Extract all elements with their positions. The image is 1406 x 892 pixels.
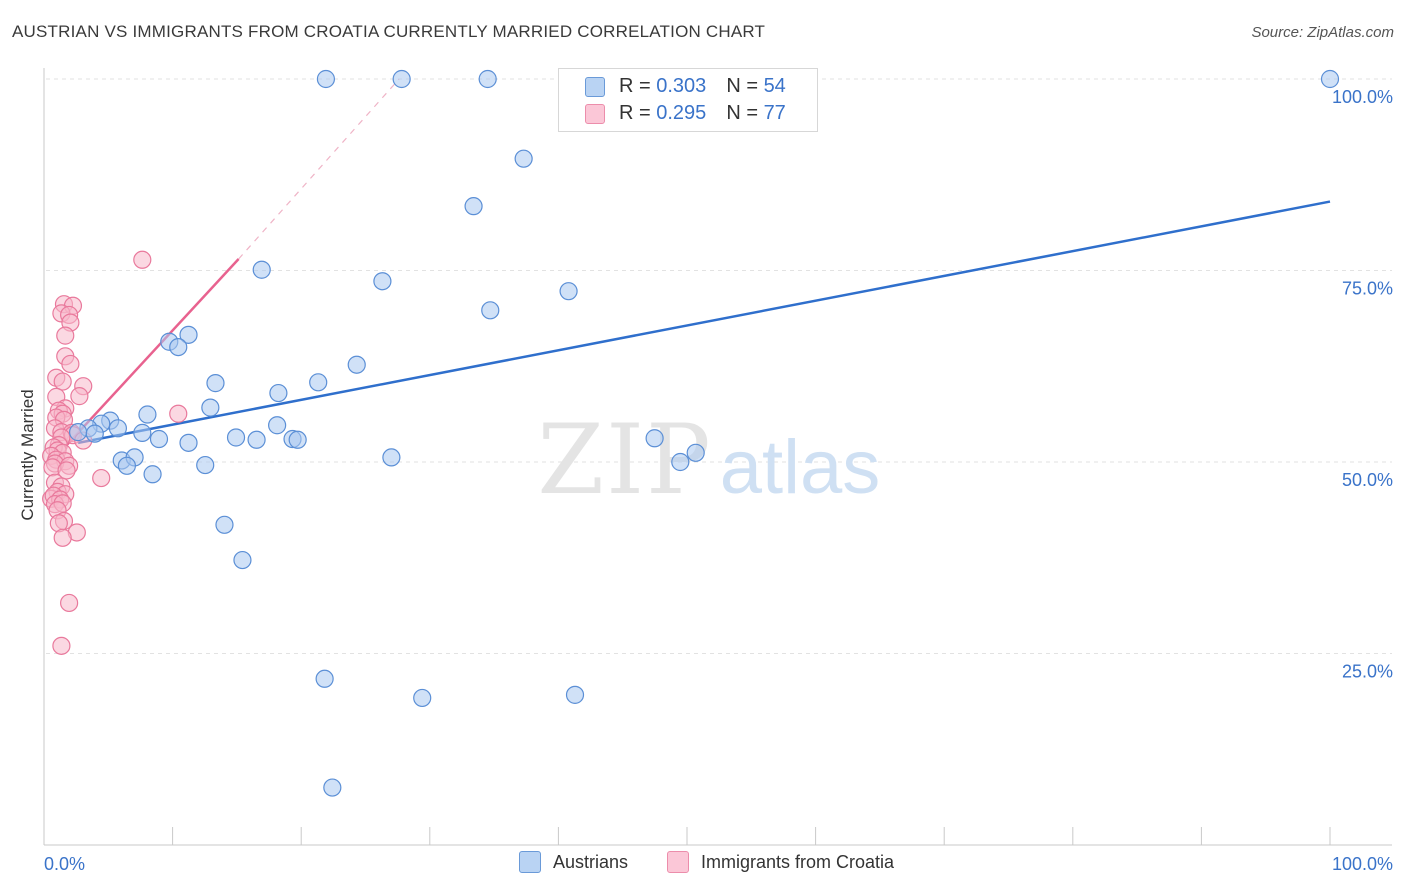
legend-r-value: 0.295 <box>656 102 707 124</box>
austrian-point <box>559 282 578 301</box>
watermark: ZIP atlas <box>537 404 880 516</box>
austrian-point <box>514 149 533 168</box>
stats-legend: R = 0.303 N = 54 R = 0.295 N = 77 <box>558 68 818 132</box>
data-points <box>42 69 1340 797</box>
croatia-point <box>60 593 79 613</box>
austrian-point <box>478 69 497 89</box>
austrian-point <box>382 448 401 467</box>
legend-n-label: N = <box>726 102 758 124</box>
austrian-point <box>316 69 336 89</box>
axes <box>43 68 1392 846</box>
austrian-point <box>201 398 220 417</box>
austrian-point <box>68 423 88 442</box>
croatia-point <box>53 528 72 547</box>
austrian-point <box>565 685 585 704</box>
austrian-point <box>392 69 411 89</box>
croatia-trend-line <box>64 258 240 448</box>
y-tick-label: 50.0% <box>1342 470 1393 490</box>
austrian-point <box>252 260 271 279</box>
croatia-point <box>56 326 75 345</box>
chart-title: AUSTRIAN VS IMMIGRANTS FROM CROATIA CURR… <box>12 22 766 41</box>
legend-n-value: 54 <box>763 75 786 97</box>
austrian-point <box>85 424 104 443</box>
austrian-point <box>143 465 162 484</box>
legend-swatch-pink <box>585 103 605 124</box>
legend-label-austrians: Austrians <box>553 851 629 872</box>
austrian-point <box>373 272 392 291</box>
legend-r-label: R = <box>619 102 651 124</box>
legend-r-value: 0.303 <box>656 75 707 97</box>
legend-n-label: N = <box>726 75 758 97</box>
croatia-point <box>57 461 76 480</box>
austrian-point <box>247 430 266 449</box>
croatia-point <box>169 404 188 423</box>
croatia-point <box>52 636 71 655</box>
croatia-point <box>61 354 80 374</box>
austrian-point <box>481 301 500 320</box>
austrian-point <box>215 515 234 534</box>
austrian-point <box>206 374 225 393</box>
legend-swatch-blue <box>585 76 605 97</box>
austrian-point <box>309 373 328 392</box>
austrian-point <box>671 452 690 472</box>
austrian-point <box>133 423 152 442</box>
austrian-point <box>149 429 169 449</box>
austrian-point <box>269 383 288 403</box>
legend-row-austrians: R = 0.303 N = 54 <box>585 75 786 98</box>
y-tick-label: 25.0% <box>1342 662 1393 682</box>
x-tick-label: 0.0% <box>44 854 85 874</box>
austrian-point <box>323 778 342 797</box>
croatia-trend-extension <box>238 78 400 260</box>
legend-item-croatia: Immigrants from Croatia <box>667 851 894 873</box>
y-tick-label: 100.0% <box>1332 87 1393 107</box>
legend-n-value: 77 <box>763 102 786 124</box>
legend-label-croatia: Immigrants from Croatia <box>701 851 895 872</box>
legend-row-croatia: R = 0.295 N = 77 <box>585 102 786 125</box>
austrian-point <box>108 419 128 438</box>
austrian-point <box>288 430 307 449</box>
austrian-point <box>179 325 198 344</box>
austrian-point <box>138 405 157 424</box>
austrian-point <box>464 197 483 216</box>
austrian-point <box>226 428 246 447</box>
austrian-point <box>268 416 287 435</box>
austrian-point <box>686 443 705 462</box>
austrian-point <box>117 456 136 475</box>
y-tick-label: 75.0% <box>1342 279 1393 299</box>
x-tick-label: 100.0% <box>1332 854 1393 874</box>
austrian-point <box>645 429 664 448</box>
austrians-trend-line <box>77 200 1331 445</box>
croatia-point <box>133 250 152 269</box>
trend-lines <box>64 78 1331 448</box>
austrian-point <box>315 669 334 688</box>
austrian-point <box>179 433 198 452</box>
austrian-point <box>413 688 432 708</box>
austrian-point <box>1320 69 1340 89</box>
watermark-atlas: atlas <box>720 425 881 510</box>
austrian-point <box>347 355 366 374</box>
legend-item-austrians: Austrians <box>519 851 628 873</box>
legend-swatch-blue <box>519 851 541 873</box>
austrian-point <box>196 455 215 475</box>
legend-swatch-pink <box>667 851 689 873</box>
y-axis-label: Currently Married <box>18 389 37 521</box>
legend-r-label: R = <box>619 75 651 97</box>
croatia-point <box>92 468 111 488</box>
austrian-point <box>233 550 252 570</box>
croatia-point <box>70 387 89 406</box>
croatia-point <box>53 372 72 391</box>
tick-labels: 25.0% 50.0% 75.0% 100.0% 0.0% 100.0% <box>44 87 1393 874</box>
austrian-point <box>169 338 188 357</box>
source-label: Source: ZipAtlas.com <box>1251 24 1394 41</box>
